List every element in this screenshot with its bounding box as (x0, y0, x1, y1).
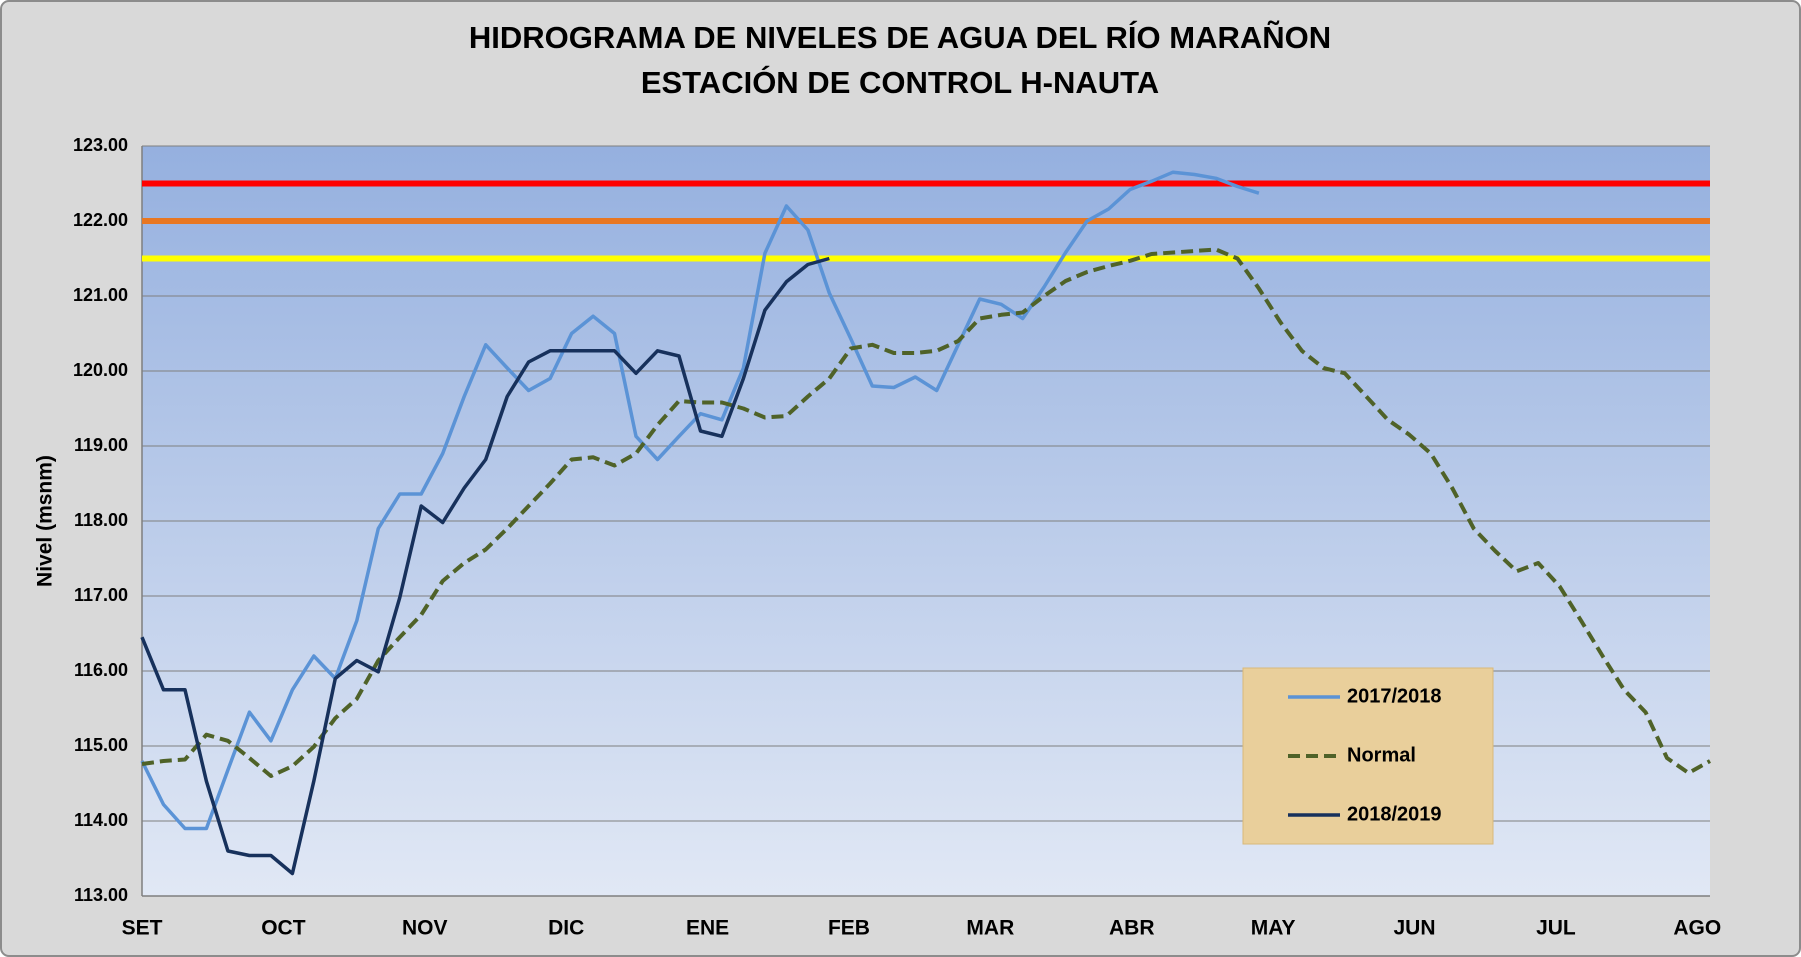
x-tick-label: JUL (1536, 917, 1576, 940)
x-tick-label: OCT (261, 917, 306, 940)
series-line (141, 247, 1711, 778)
y-tick-label: 116.00 (74, 660, 128, 680)
x-tick-label: MAR (966, 917, 1014, 940)
y-tick-label: 122.00 (73, 210, 128, 230)
y-tick-label: 117.00 (74, 585, 128, 605)
y-tick-label: 120.00 (73, 360, 128, 380)
x-tick-label: MAY (1251, 917, 1296, 940)
x-tick-label: AGO (1673, 917, 1721, 940)
y-tick-label: 118.00 (74, 510, 128, 530)
legend-box (1242, 667, 1494, 845)
legend: 2017/2018 Normal 2018/2019 (1242, 667, 1494, 845)
x-tick-label: SET (122, 917, 163, 940)
y-tick-label: 114.00 (74, 810, 128, 830)
y-tick-label: 115.00 (74, 735, 128, 755)
y-axis-label: Nivel (msnm) (34, 455, 57, 587)
x-tick-label: ENE (686, 917, 729, 940)
legend-label: Normal (1347, 744, 1416, 766)
x-tick-label: ABR (1109, 917, 1155, 940)
x-tick-label: JUN (1394, 917, 1436, 940)
y-tick-label: 113.00 (74, 885, 128, 905)
x-tick-label: DIC (548, 917, 584, 940)
chart-title: HIDROGRAMA DE NIVELES DE AGUA DEL RÍO MA… (469, 20, 1331, 55)
series-line (140, 256, 830, 876)
chart-subtitle: ESTACIÓN DE CONTROL H-NAUTA (641, 64, 1159, 100)
y-tick-label: 119.00 (74, 435, 128, 455)
series-line (140, 170, 1260, 831)
x-tick-label: NOV (402, 917, 448, 940)
x-tick-label: FEB (828, 917, 870, 940)
legend-label: 2018/2019 (1347, 803, 1442, 825)
y-tick-label: 121.00 (73, 285, 128, 305)
y-tick-label: 123.00 (73, 135, 128, 155)
legend-label: 2017/2018 (1347, 685, 1442, 707)
